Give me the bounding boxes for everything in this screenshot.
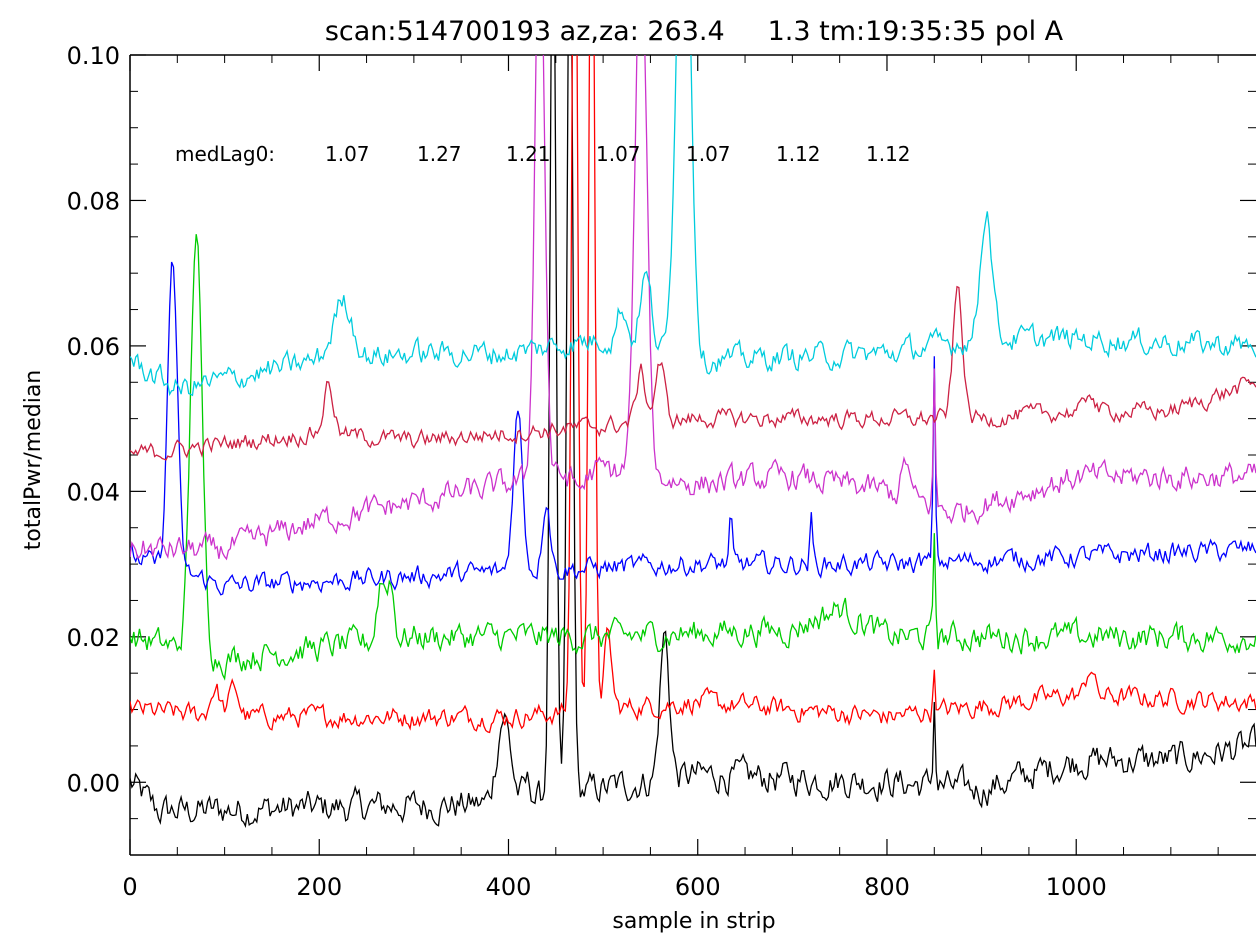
x-axis-label: sample in strip bbox=[612, 909, 775, 934]
medlag-value: 1.21 bbox=[506, 142, 551, 166]
series-line-0 bbox=[130, 55, 1256, 829]
series-line-3 bbox=[130, 261, 1256, 596]
axes: 0.00 0.02 0.04 0.06 0.08 0.10 0 200 400 600 800 100… bbox=[67, 42, 1256, 901]
y-tick-label: 0.00 bbox=[67, 769, 120, 797]
x-tick-label: 1000 bbox=[1046, 873, 1107, 901]
y-tick-label: 0.08 bbox=[67, 187, 120, 215]
x-tick-label: 400 bbox=[486, 873, 532, 901]
chart-title: scan:514700193 az,za: 263.4 1.3 tm:19:35… bbox=[325, 16, 1064, 47]
medlag-annotation: medLag0: 1.07 1.27 1.21 1.07 1.07 1.12 1.12 bbox=[175, 142, 911, 166]
series-line-4 bbox=[130, 55, 1256, 561]
medlag-value: 1.27 bbox=[417, 142, 462, 166]
series-line-1 bbox=[130, 55, 1256, 734]
y-tick-label: 0.10 bbox=[67, 42, 120, 70]
medlag-value: 1.12 bbox=[866, 142, 911, 166]
medlag-value: 1.07 bbox=[596, 142, 641, 166]
x-tick-label: 200 bbox=[296, 873, 342, 901]
x-tick-label: 600 bbox=[675, 873, 721, 901]
series-line-5 bbox=[130, 285, 1256, 461]
medlag-value: 1.12 bbox=[776, 142, 821, 166]
y-axis-label: totalPwr/median bbox=[21, 370, 46, 551]
medlag-value: 1.07 bbox=[325, 142, 370, 166]
y-tick-label: 0.04 bbox=[67, 478, 120, 506]
series-line-2 bbox=[130, 234, 1256, 681]
y-tick-label: 0.02 bbox=[67, 624, 120, 652]
y-tick-label: 0.06 bbox=[67, 333, 120, 361]
x-tick-label: 0 bbox=[122, 873, 137, 901]
series-line-6 bbox=[130, 55, 1256, 397]
medlag-value: 1.07 bbox=[686, 142, 731, 166]
series-group bbox=[130, 55, 1256, 829]
medlag-label: medLag0: bbox=[175, 142, 275, 166]
x-tick-label: 800 bbox=[864, 873, 910, 901]
